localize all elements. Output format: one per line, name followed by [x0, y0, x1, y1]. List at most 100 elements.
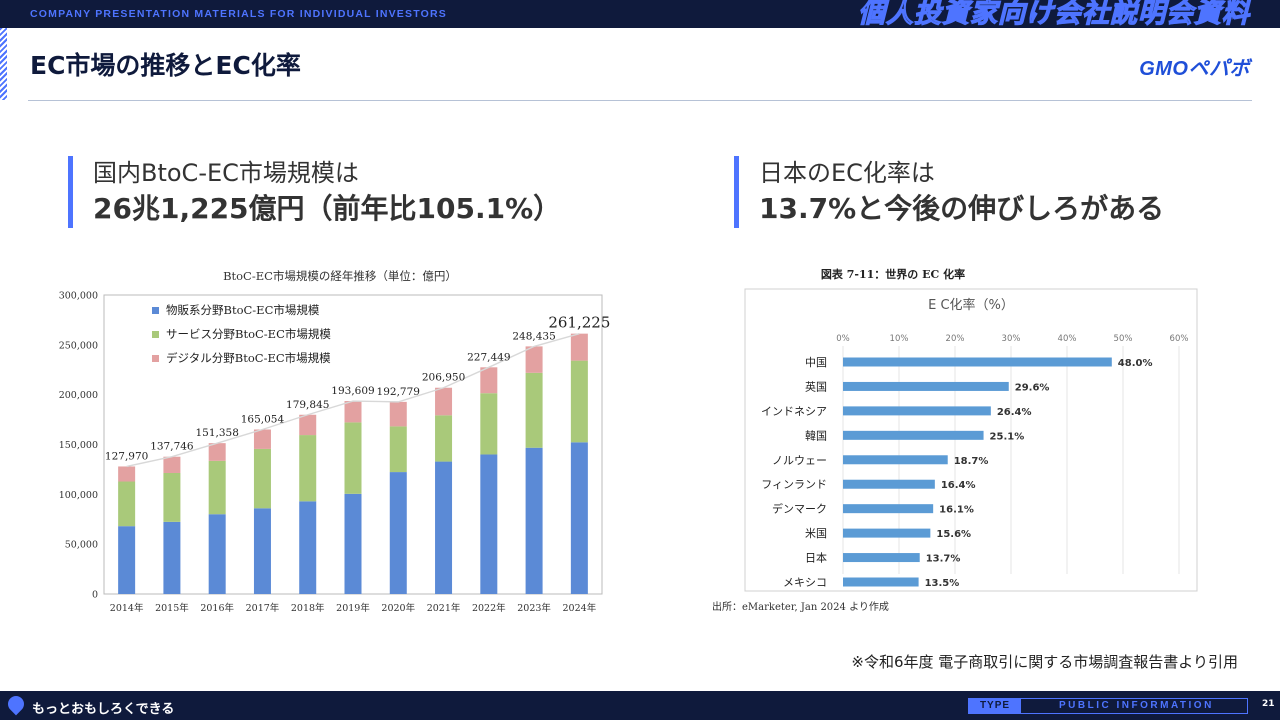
ec-rate-chart: 図表 7-11：世界の EC 化率 E C化率（%） 0% 10% 20% 30% 40… — [712, 267, 1198, 613]
x-tick-label: 50% — [1114, 334, 1133, 344]
total-label: 127,970 — [105, 450, 148, 462]
x-tick-label: 2016年 — [200, 602, 234, 614]
bar-segment — [525, 372, 543, 448]
top-banner: COMPANY PRESENTATION MATERIALS FOR INDIV… — [0, 0, 1280, 28]
bar — [843, 381, 1009, 391]
decorative-stripe — [0, 28, 7, 100]
category-label: 日本 — [805, 551, 827, 565]
bar-segment — [389, 426, 407, 473]
left-headline: 国内BtoC-EC市場規模は 26兆1,225億円（前年比105.1%） — [68, 156, 561, 228]
type-box: TYPE PUBLIC INFORMATION — [968, 698, 1248, 714]
x-tick-label: 2022年 — [472, 602, 506, 614]
bar — [843, 528, 931, 538]
bar-segment — [525, 346, 543, 373]
location-pin-icon — [4, 692, 28, 716]
bar-segment — [299, 435, 317, 502]
total-label: 179,845 — [286, 399, 329, 411]
bar-segment — [299, 414, 317, 436]
x-tick-label: 20% — [946, 334, 965, 344]
bar-segment — [118, 466, 136, 482]
page-number: 21 — [1262, 699, 1275, 709]
bar-segment — [570, 360, 588, 443]
legend-swatch — [152, 331, 159, 338]
y-tick-label: 250,000 — [59, 340, 98, 351]
value-label: 13.7% — [926, 554, 961, 565]
bar — [843, 357, 1112, 367]
value-label: 26.4% — [997, 407, 1032, 418]
bar — [843, 504, 934, 514]
value-label: 18.7% — [954, 456, 989, 467]
legend-swatch — [152, 355, 159, 362]
total-label: 151,358 — [195, 427, 238, 439]
x-tick-label: 2018年 — [291, 602, 325, 614]
bar-segment — [435, 415, 453, 462]
bar-segment — [344, 401, 362, 423]
bar — [843, 553, 920, 563]
y-tick-label: 0 — [92, 590, 98, 601]
legend-swatch — [152, 307, 159, 314]
bar-segment — [480, 367, 498, 394]
banner-japanese-title: 個人投資家向け会社説明会資料 — [857, 0, 1250, 29]
bar — [843, 455, 948, 465]
bar-segment — [344, 493, 362, 594]
bar-segment — [435, 461, 453, 594]
x-tick-label: 2024年 — [563, 602, 597, 614]
right-headline-line1: 日本のEC化率は — [759, 159, 935, 187]
category-label: フィンランド — [761, 478, 827, 491]
y-tick-label: 100,000 — [59, 490, 98, 501]
total-label: 206,950 — [422, 372, 465, 384]
category-label: メキシコ — [783, 576, 827, 589]
left-headline-line2: 26兆1,225億円（前年比105.1%） — [93, 192, 562, 225]
bar-segment — [570, 442, 588, 594]
total-label: 193,609 — [331, 385, 374, 397]
x-tick-label: 40% — [1058, 334, 1077, 344]
chart-title: BtoC-EC市場規模の経年推移（単位：億円） — [223, 269, 457, 283]
source-note: ※令和6年度 電子商取引に関する市場調査報告書より引用 — [851, 653, 1238, 671]
x-tick-label: 2020年 — [381, 602, 415, 614]
left-headline-line1: 国内BtoC-EC市場規模は — [93, 159, 359, 187]
x-tick-label: 0% — [836, 334, 850, 344]
bar — [843, 430, 984, 440]
bar-segment — [389, 472, 407, 594]
category-label: 韓国 — [805, 429, 827, 442]
bar-segment — [163, 521, 181, 594]
x-tick-label: 10% — [890, 334, 909, 344]
bar-segment — [299, 501, 317, 594]
total-label: 165,054 — [241, 413, 285, 425]
bar-segment — [344, 422, 362, 494]
bar-segment — [435, 387, 453, 416]
footer-brand: もっとおもしろくできる — [32, 702, 175, 717]
chart-frame — [744, 288, 1198, 592]
x-tick-label: 2017年 — [246, 602, 280, 614]
banner-text: COMPANY PRESENTATION MATERIALS FOR INDIV… — [30, 8, 447, 20]
bar-segment — [208, 514, 226, 594]
x-tick-label: 60% — [1170, 334, 1189, 344]
ec-market-size-chart: BtoC-EC市場規模の経年推移（単位：億円） 0 50,000 100,000 15… — [59, 269, 611, 614]
bar-segment — [525, 447, 543, 594]
bar-segment — [208, 460, 226, 515]
total-label: 227,449 — [467, 351, 510, 363]
x-tick-label: 2019年 — [336, 602, 370, 614]
y-tick-label: 150,000 — [59, 440, 98, 451]
x-tick-label: 2023年 — [517, 602, 551, 614]
total-label: 192,779 — [377, 386, 420, 398]
value-label: 15.6% — [936, 529, 971, 540]
value-label: 13.5% — [925, 578, 960, 589]
bar — [843, 406, 991, 416]
page-title: EC市場の推移とEC化率 — [30, 51, 301, 80]
legend-label: サービス分野BtoC-EC市場規模 — [166, 327, 331, 341]
y-tick-label: 300,000 — [59, 291, 98, 302]
bar-segment — [389, 401, 407, 427]
category-label: ノルウェー — [772, 454, 827, 467]
category-label: 中国 — [805, 356, 827, 369]
category-label: デンマーク — [772, 502, 827, 516]
bar-segment — [570, 333, 588, 361]
total-label: 261,225 — [548, 314, 610, 332]
bar-segment — [480, 454, 498, 594]
company-logo: GMOペパボ — [1139, 58, 1250, 80]
value-label: 25.1% — [990, 431, 1025, 442]
x-tick-label: 2015年 — [155, 602, 189, 614]
value-label: 29.6% — [1015, 382, 1050, 393]
right-headline: 日本のEC化率は 13.7%と今後の伸びしろがある — [734, 156, 1164, 228]
value-label: 16.1% — [939, 505, 974, 516]
